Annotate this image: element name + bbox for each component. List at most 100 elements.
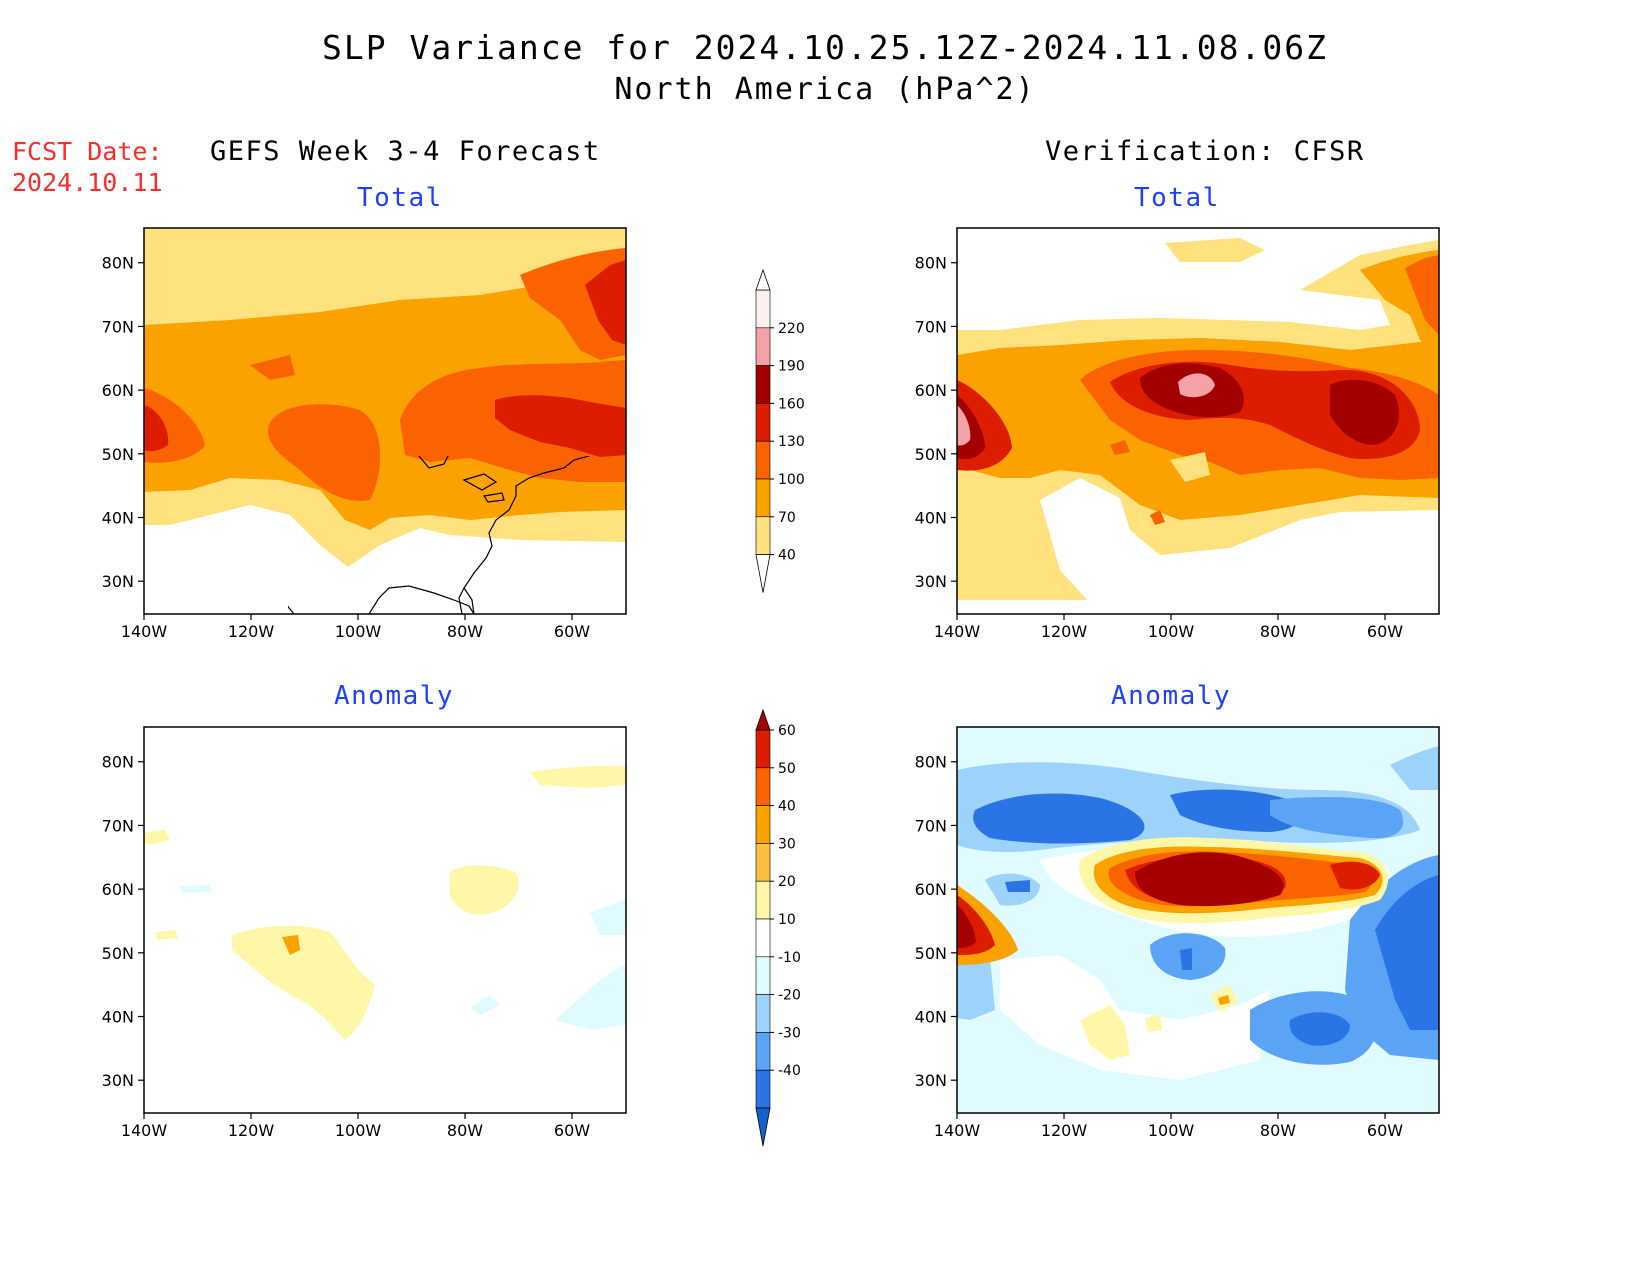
lon-label: 100W bbox=[1148, 1121, 1195, 1140]
lat-label: 60N bbox=[102, 880, 134, 899]
colorbar-swatch bbox=[755, 365, 771, 404]
lat-label: 40N bbox=[915, 1008, 947, 1027]
colorbar-label: -40 bbox=[778, 1063, 801, 1079]
lat-label: 30N bbox=[915, 572, 947, 591]
colorbar-swatch bbox=[755, 403, 771, 442]
colorbar-label: 30 bbox=[778, 836, 796, 852]
colorbar-swatch bbox=[755, 1069, 771, 1109]
lat-label: 30N bbox=[915, 1071, 947, 1090]
lat-label: 80N bbox=[102, 254, 134, 273]
colorbar-label: -20 bbox=[778, 988, 801, 1004]
lon-label: 60W bbox=[554, 1121, 590, 1140]
colorbar-top-arrow bbox=[755, 708, 771, 731]
forecast-anomaly-map-frame bbox=[143, 726, 627, 1114]
colorbar-label: 130 bbox=[778, 434, 805, 450]
left-column-header: GEFS Week 3-4 Forecast bbox=[210, 136, 601, 167]
lon-label: 140W bbox=[121, 622, 168, 641]
lat-label: 40N bbox=[102, 509, 134, 528]
lon-label: 80W bbox=[447, 1121, 483, 1140]
colorbar-swatch bbox=[755, 880, 771, 920]
colorbar-swatch bbox=[755, 956, 771, 995]
colorbar-label: 50 bbox=[778, 761, 796, 777]
verification-total-contours bbox=[957, 228, 1439, 614]
colorbar-swatch bbox=[755, 729, 771, 769]
colorbar-bottom-arrow bbox=[755, 1107, 771, 1147]
panel-title-forecast-total: Total bbox=[357, 183, 443, 213]
colorbar-swatch bbox=[755, 1032, 771, 1071]
colorbar-label: 160 bbox=[778, 396, 805, 412]
lon-label: 60W bbox=[1367, 1121, 1403, 1140]
lat-label: 50N bbox=[102, 445, 134, 464]
lat-label: 80N bbox=[915, 254, 947, 273]
verification-total-map-frame bbox=[956, 227, 1440, 615]
colorbar-top-arrow bbox=[755, 268, 771, 291]
colorbar-swatch bbox=[755, 440, 771, 480]
figure-subtitle: North America (hPa^2) bbox=[614, 72, 1036, 107]
lon-label: 80W bbox=[1260, 1121, 1296, 1140]
lon-label: 60W bbox=[554, 622, 590, 641]
anomaly-colorbar: 60 50 40 30 20 10 -10 -20 -30 -40 bbox=[755, 708, 801, 1147]
lat-label: 70N bbox=[102, 317, 134, 336]
forecast-total-coastline bbox=[288, 456, 590, 615]
fcst-date-value: 2024.10.11 bbox=[12, 168, 163, 197]
panel-title-verif-anomaly: Anomaly bbox=[1111, 681, 1232, 711]
colorbar-swatch bbox=[755, 327, 771, 366]
colorbar-swatch bbox=[755, 767, 771, 806]
colorbars: 220 190 160 130 100 70 40 60 50 40 30 20 10 -10 -20 -30… bbox=[755, 268, 805, 1147]
lon-label: 120W bbox=[228, 1121, 275, 1140]
colorbar-swatch bbox=[755, 478, 771, 518]
colorbar-swatch bbox=[755, 805, 771, 844]
lat-label: 60N bbox=[915, 880, 947, 899]
forecast-total-map-frame bbox=[143, 227, 627, 615]
lat-label: 70N bbox=[915, 317, 947, 336]
coastline-layer bbox=[288, 456, 590, 615]
colorbar-label: 190 bbox=[778, 359, 805, 375]
lat-label: 70N bbox=[915, 816, 947, 835]
lat-label: 60N bbox=[915, 381, 947, 400]
lon-label: 60W bbox=[1367, 622, 1403, 641]
lat-label: 80N bbox=[915, 753, 947, 772]
colorbar-label: 70 bbox=[778, 510, 796, 526]
colorbar-label: -10 bbox=[778, 950, 801, 966]
verification-anomaly-contours bbox=[957, 727, 1439, 1113]
colorbar-label: 60 bbox=[778, 723, 796, 739]
colorbar-label: 100 bbox=[778, 472, 805, 488]
lat-label: 60N bbox=[102, 381, 134, 400]
forecast-anomaly-contours bbox=[144, 727, 626, 1113]
lat-label: 50N bbox=[915, 445, 947, 464]
lat-label: 50N bbox=[915, 944, 947, 963]
axes-layer: 80N 70N 60N 50N 40N 30N 140W 120W 100W 80W 60W 80N 7… bbox=[102, 227, 1440, 1140]
colorbar-label: 10 bbox=[778, 912, 796, 928]
panel-title-verif-total: Total bbox=[1134, 183, 1220, 213]
lon-label: 100W bbox=[1148, 622, 1195, 641]
lon-label: 120W bbox=[1041, 1121, 1088, 1140]
right-column-header: Verification: CFSR bbox=[1045, 136, 1365, 167]
lon-label: 120W bbox=[1041, 622, 1088, 641]
colorbar-label: 40 bbox=[778, 799, 796, 815]
lat-label: 40N bbox=[102, 1008, 134, 1027]
colorbar-bottom-arrow bbox=[755, 554, 771, 593]
lon-label: 80W bbox=[1260, 622, 1296, 641]
colorbar-swatch bbox=[755, 289, 771, 329]
colorbar-swatch bbox=[755, 516, 771, 555]
verification-anomaly-map-frame bbox=[956, 726, 1440, 1114]
lat-label: 50N bbox=[102, 944, 134, 963]
lat-label: 40N bbox=[915, 509, 947, 528]
colorbar-label: 20 bbox=[778, 874, 796, 890]
colorbar-swatch bbox=[755, 918, 771, 958]
lat-label: 30N bbox=[102, 572, 134, 591]
lon-label: 140W bbox=[934, 622, 981, 641]
panel-title-forecast-anomaly: Anomaly bbox=[334, 681, 455, 711]
lon-label: 120W bbox=[228, 622, 275, 641]
colorbar-label: 220 bbox=[778, 321, 805, 337]
lon-label: 100W bbox=[335, 1121, 382, 1140]
lat-label: 30N bbox=[102, 1071, 134, 1090]
fcst-date-label: FCST Date: bbox=[12, 137, 163, 166]
total-colorbar: 220 190 160 130 100 70 40 bbox=[755, 268, 805, 593]
lat-label: 70N bbox=[102, 816, 134, 835]
figure-title: SLP Variance for 2024.10.25.12Z-2024.11.… bbox=[322, 28, 1328, 67]
colorbar-label: 40 bbox=[778, 548, 796, 564]
lon-label: 140W bbox=[934, 1121, 981, 1140]
lon-label: 140W bbox=[121, 1121, 168, 1140]
